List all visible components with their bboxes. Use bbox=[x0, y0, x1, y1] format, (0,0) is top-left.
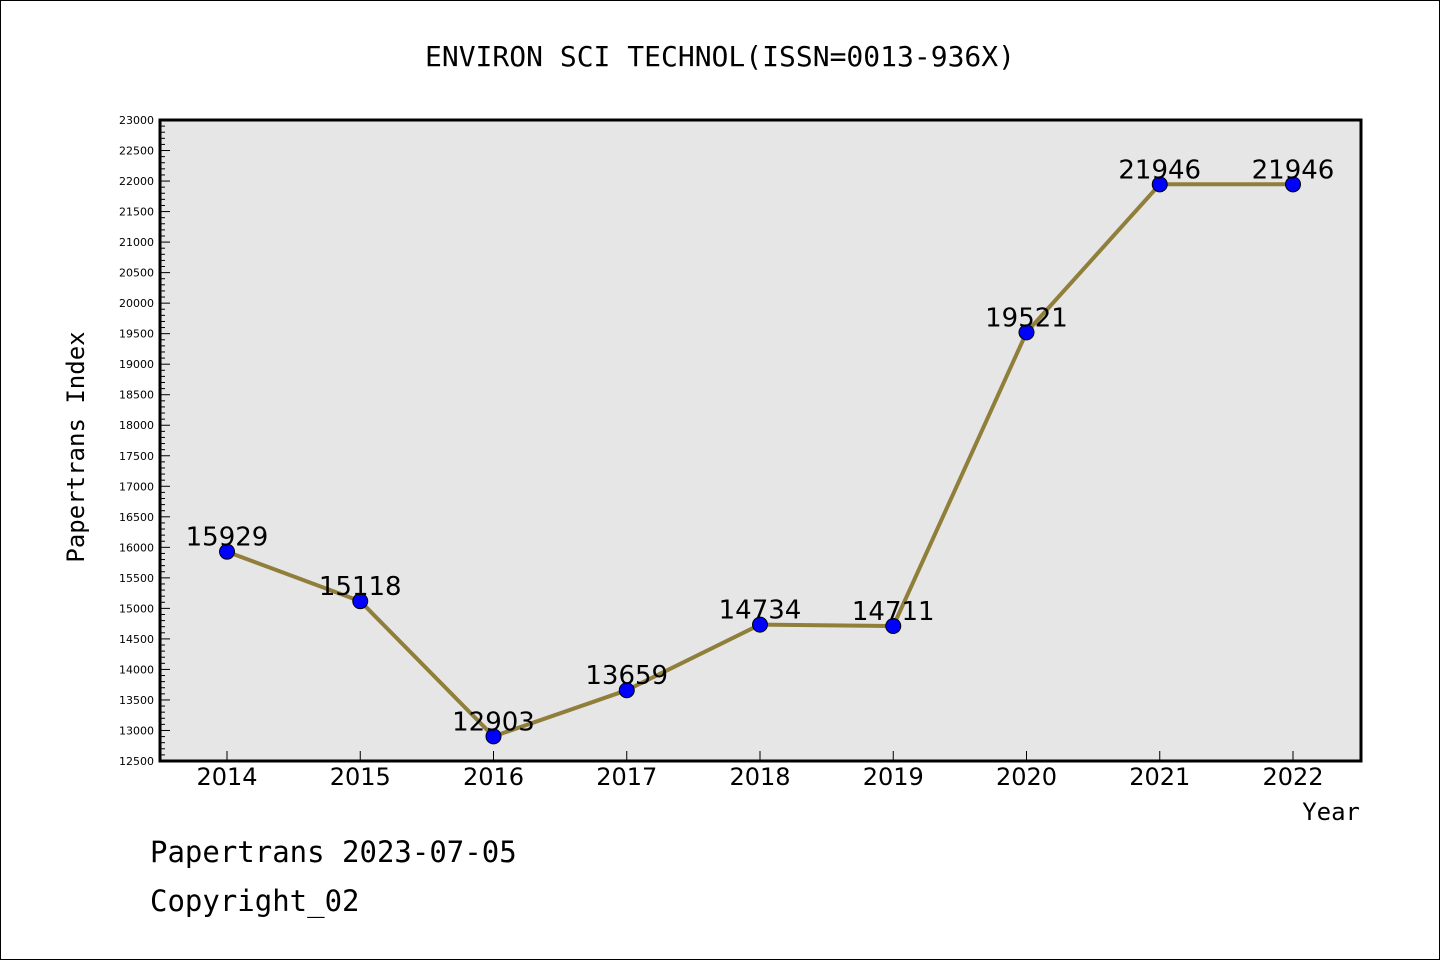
y-tick-label: 16000 bbox=[119, 541, 154, 554]
x-tick-label: 2016 bbox=[463, 763, 524, 791]
y-tick-label: 14500 bbox=[119, 633, 154, 646]
y-tick-label: 18500 bbox=[119, 389, 154, 402]
data-label: 14734 bbox=[719, 596, 802, 626]
x-tick-label: 2015 bbox=[330, 763, 391, 791]
data-point bbox=[352, 593, 369, 610]
x-axis: 2014 2015 2016 2017 2018 2019 2020 2021 2022 bbox=[196, 751, 1324, 791]
y-tick-label: 12500 bbox=[119, 755, 154, 768]
y-tick-label: 13000 bbox=[119, 724, 154, 737]
y-tick-label: 13500 bbox=[119, 694, 154, 707]
x-tick-label: 2020 bbox=[996, 763, 1057, 791]
y-tick-label: 20000 bbox=[119, 297, 154, 310]
y-tick-label: 19500 bbox=[119, 328, 154, 341]
data-label: 15118 bbox=[319, 572, 402, 602]
data-point bbox=[752, 616, 768, 633]
y-tick-label: 23000 bbox=[119, 114, 154, 127]
y-tick-label: 17000 bbox=[119, 480, 154, 493]
series-markers bbox=[219, 176, 1301, 745]
y-tick-label: 22000 bbox=[119, 175, 154, 188]
data-label: 19521 bbox=[985, 303, 1068, 333]
y-axis: 12500 13000 13500 14000 14500 15000 15500 16000… bbox=[119, 114, 170, 768]
footer-copyright: Copyright_02 bbox=[150, 884, 360, 918]
data-point bbox=[1018, 324, 1035, 341]
y-axis-label: Papertrans Index bbox=[62, 331, 90, 562]
data-point bbox=[219, 543, 235, 560]
data-label: 12903 bbox=[452, 707, 535, 737]
data-point bbox=[1151, 176, 1168, 193]
data-label: 21946 bbox=[1118, 155, 1201, 185]
data-label: 21946 bbox=[1252, 155, 1335, 185]
y-tick-label: 18000 bbox=[119, 419, 154, 432]
y-tick-label: 20500 bbox=[119, 267, 154, 280]
data-point bbox=[1285, 176, 1301, 193]
x-tick-label: 2018 bbox=[729, 763, 790, 791]
data-label: 13659 bbox=[585, 661, 668, 691]
x-tick-label: 2014 bbox=[196, 763, 257, 791]
data-label: 15929 bbox=[186, 523, 269, 553]
footer-date: Papertrans 2023-07-05 bbox=[150, 835, 517, 869]
x-tick-label: 2021 bbox=[1129, 763, 1190, 791]
data-point bbox=[885, 618, 902, 635]
x-tick-label: 2022 bbox=[1262, 763, 1323, 791]
x-axis-label: Year bbox=[1302, 798, 1360, 826]
data-point bbox=[485, 728, 502, 745]
y-tick-label: 22500 bbox=[119, 145, 154, 158]
data-label: 14711 bbox=[852, 597, 935, 627]
y-tick-label: 15500 bbox=[119, 572, 154, 585]
plot-area bbox=[158, 118, 1363, 763]
y-tick-label: 16500 bbox=[119, 511, 154, 524]
x-tick-label: 2019 bbox=[863, 763, 924, 791]
y-tick-label: 17500 bbox=[119, 450, 154, 463]
y-tick-label: 14000 bbox=[119, 663, 154, 676]
x-tick-label: 2017 bbox=[596, 763, 657, 791]
chart-title: ENVIRON SCI TECHNOL(ISSN=0013-936X) bbox=[425, 40, 1015, 73]
data-point bbox=[618, 682, 635, 699]
y-tick-label: 21500 bbox=[119, 206, 154, 219]
y-tick-label: 15000 bbox=[119, 602, 154, 615]
y-tick-label: 21000 bbox=[119, 236, 154, 249]
data-labels: 15929 15118 12903 13659 14734 14711 19521 21946… bbox=[186, 155, 1335, 737]
y-tick-label: 19000 bbox=[119, 358, 154, 371]
